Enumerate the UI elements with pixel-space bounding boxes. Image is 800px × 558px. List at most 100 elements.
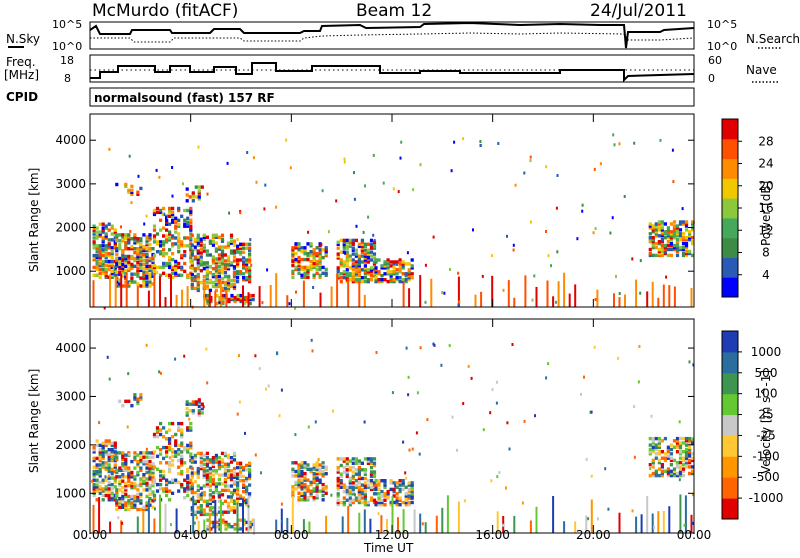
near-range-echo — [546, 280, 549, 307]
echo-cell — [151, 260, 155, 265]
echo-cell — [404, 278, 408, 282]
echo-cell — [220, 482, 225, 486]
echo-cell — [101, 448, 105, 452]
echo-cell — [130, 192, 134, 196]
echo-cell — [193, 286, 197, 291]
scatter-echo — [107, 474, 110, 478]
echo-cell — [300, 493, 304, 498]
echo-cell — [136, 483, 140, 488]
echo-cell — [104, 489, 108, 493]
echo-cell — [151, 258, 155, 263]
echo-cell — [360, 279, 364, 284]
scatter-echo — [255, 180, 258, 184]
echo-cell — [357, 468, 361, 472]
echo-cell — [115, 494, 119, 499]
scatter-echo — [637, 380, 640, 384]
echo-cell — [684, 465, 689, 469]
echo-cell — [196, 475, 200, 479]
echo-cell — [236, 297, 240, 302]
near-range-echo — [480, 291, 483, 307]
echo-cell — [159, 448, 163, 452]
echo-cell — [110, 252, 114, 256]
echo-cell — [675, 471, 680, 476]
echo-cell — [223, 462, 228, 466]
echo-cell — [133, 235, 137, 239]
echo-cell — [121, 252, 125, 257]
scatter-echo — [231, 493, 234, 497]
echo-cell — [136, 470, 140, 475]
echo-cell — [136, 268, 140, 272]
echo-cell — [162, 263, 166, 268]
echo-cell — [107, 467, 111, 471]
echo-cell — [92, 472, 96, 476]
echo-cell — [675, 249, 680, 254]
near-range-echo — [668, 285, 671, 307]
echo-cell — [229, 495, 234, 499]
scatter-echo — [393, 265, 395, 269]
echo-cell — [136, 494, 140, 499]
echo-cell — [196, 471, 200, 475]
echo-cell — [345, 470, 349, 474]
echo-cell — [177, 261, 181, 266]
near-range-echo — [275, 519, 278, 533]
scatter-echo — [412, 188, 415, 192]
echo-cell — [360, 476, 364, 481]
cpid-frame — [89, 87, 695, 107]
echo-cell — [155, 265, 160, 270]
echo-cell — [681, 245, 686, 250]
echo-cell — [205, 473, 209, 477]
echo-cell — [98, 246, 102, 250]
echo-cell — [398, 503, 402, 507]
echo-cell — [407, 268, 411, 272]
echo-cell — [145, 239, 149, 243]
echo-cell — [345, 468, 349, 472]
scatter-echo — [617, 356, 620, 360]
echo-cell — [342, 483, 346, 487]
echo-cell — [675, 460, 680, 465]
echo-cell — [345, 250, 349, 254]
echo-cell — [168, 463, 172, 467]
echo-cell — [211, 239, 215, 243]
echo-cell — [236, 465, 240, 470]
echo-cell — [130, 494, 134, 499]
echo-cell — [121, 494, 125, 499]
echo-cell — [348, 465, 352, 470]
echo-cell — [669, 443, 673, 447]
echo-cell — [226, 267, 231, 271]
echo-cell — [248, 461, 252, 465]
echo-cell — [118, 488, 122, 492]
echo-cell — [139, 477, 143, 481]
echo-cell — [303, 485, 307, 489]
echo-cell — [666, 454, 670, 458]
echo-cell — [236, 293, 240, 298]
echo-cell — [139, 455, 143, 459]
echo-cell — [309, 267, 313, 272]
echo-cell — [236, 461, 240, 465]
scatter-echo — [367, 215, 370, 219]
echo-cell — [372, 274, 377, 278]
echo-cell — [312, 263, 316, 268]
echo-cell — [360, 250, 364, 254]
echo-cell — [357, 470, 361, 474]
echo-cell — [121, 499, 125, 503]
echo-cell — [404, 498, 408, 502]
echo-cell — [242, 485, 246, 489]
echo-cell — [191, 195, 195, 199]
echo-cell — [171, 454, 175, 458]
echo-cell — [152, 265, 157, 270]
echo-cell — [342, 240, 346, 244]
echo-cell — [654, 232, 658, 236]
echo-cell — [232, 473, 237, 477]
echo-cell — [363, 254, 367, 258]
echo-cell — [318, 250, 322, 254]
echo-cell — [165, 220, 169, 224]
echo-cell — [392, 481, 396, 485]
echo-cell — [145, 455, 149, 459]
echo-cell — [208, 488, 212, 493]
echo-cell — [177, 236, 181, 240]
near-range-echo — [441, 507, 444, 533]
echo-cell — [208, 484, 212, 488]
echo-cell — [336, 274, 340, 278]
scatter-echo — [481, 274, 484, 278]
echo-cell — [202, 508, 206, 512]
